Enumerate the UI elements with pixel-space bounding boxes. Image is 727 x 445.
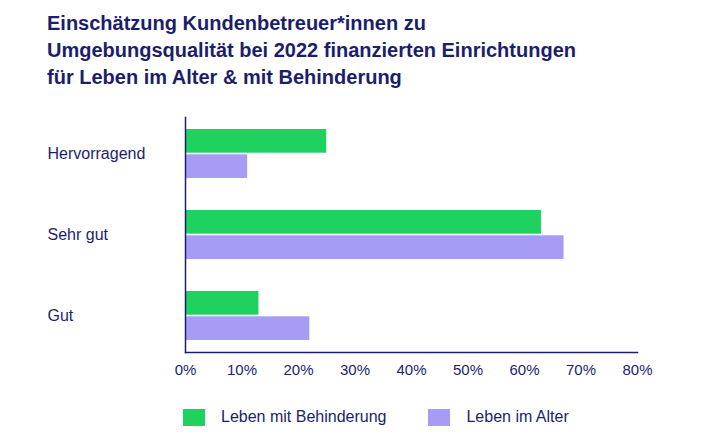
html-text:Leben im Alter: Leben im Alter (466, 408, 569, 425)
svg-text:Hervorragend: Hervorragend (48, 145, 146, 162)
svg-text:20%: 20% (283, 361, 313, 378)
svg-text:0%: 0% (175, 361, 197, 378)
svg-text:Sehr gut: Sehr gut (48, 226, 109, 243)
svg-text:80%: 80% (622, 361, 652, 378)
html-text:Einschätzung Kundenbetreuer*in: Einschätzung Kundenbetreuer*innen zu Umg… (47, 12, 576, 88)
svg-text:Gut: Gut (48, 307, 74, 324)
svg-text:70%: 70% (566, 361, 596, 378)
svg-text:10%: 10% (227, 361, 257, 378)
svg-text:40%: 40% (396, 361, 426, 378)
svg-text:30%: 30% (340, 361, 370, 378)
svg-text:50%: 50% (453, 361, 483, 378)
html-text:Leben mit Behinderung: Leben mit Behinderung (221, 408, 387, 425)
svg-text:60%: 60% (509, 361, 539, 378)
